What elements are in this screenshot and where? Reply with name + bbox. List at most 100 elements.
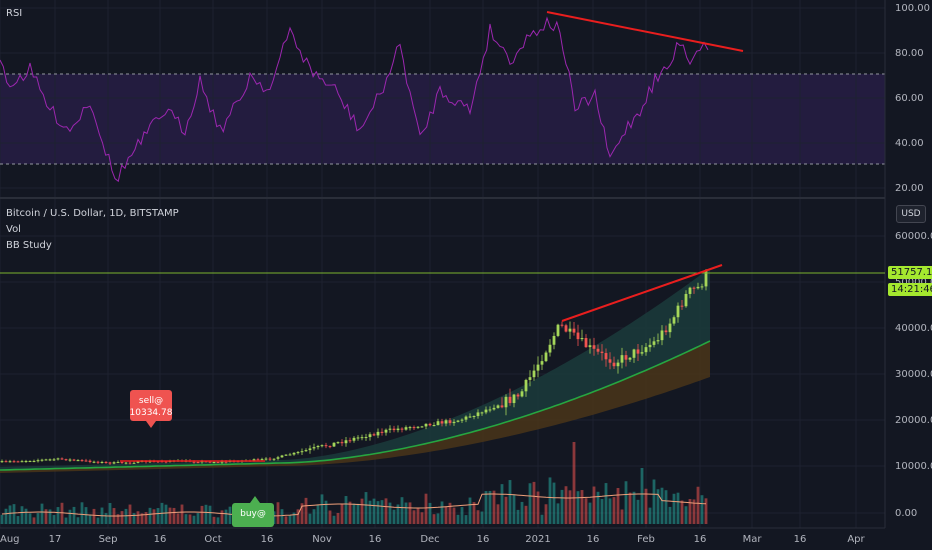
time-tick-label: 16	[154, 534, 167, 545]
indicator-vol-label[interactable]: Vol	[6, 224, 21, 235]
volume-bar	[44, 509, 48, 524]
volume-bar	[704, 498, 708, 524]
candle	[88, 459, 92, 464]
volume-bar	[660, 487, 664, 524]
volume-bar	[612, 497, 616, 524]
candle	[688, 286, 692, 299]
candle	[456, 419, 460, 423]
volume-bar	[108, 502, 112, 524]
candle	[476, 409, 480, 419]
volume-bar	[484, 491, 488, 524]
candle	[576, 324, 580, 346]
candle	[488, 406, 492, 413]
volume-bar	[644, 488, 648, 524]
candle	[92, 460, 96, 464]
volume-bar	[684, 506, 688, 524]
volume-bar	[424, 493, 428, 524]
volume-bar	[360, 498, 364, 524]
buy-signal-marker[interactable]: buy@	[232, 496, 274, 527]
candle	[428, 422, 432, 427]
bar-countdown-badge: 14:21:46	[888, 283, 932, 296]
candle	[552, 332, 556, 350]
candle	[596, 344, 600, 355]
candle	[48, 458, 52, 462]
volume-bar	[524, 505, 528, 524]
rsi-divergence-trendline[interactable]	[546, 11, 744, 52]
time-tick-label: 16	[694, 534, 707, 545]
volume-bar	[408, 502, 412, 524]
volume-bar	[228, 506, 232, 524]
candle	[512, 393, 516, 408]
volume-bar	[24, 508, 28, 524]
volume-bar	[88, 514, 92, 524]
price-axis: 60000.00 50000.00 40000.00 30000.00 20000.00…	[895, 231, 932, 519]
volume-bar	[356, 503, 360, 524]
volume-bar	[392, 509, 396, 524]
candle	[336, 441, 340, 445]
candle	[396, 425, 400, 433]
symbol-title[interactable]: Bitcoin / U.S. Dollar, 1D, BITSTAMP	[6, 208, 179, 219]
indicator-bb-label[interactable]: BB Study	[6, 240, 52, 251]
volume-bar	[208, 505, 212, 524]
candle	[384, 428, 388, 436]
volume-bar	[84, 507, 88, 524]
candle	[80, 458, 84, 462]
candle	[32, 459, 36, 463]
candle	[24, 459, 28, 463]
volume-bar	[664, 490, 668, 524]
volume-bar	[28, 513, 32, 524]
candle	[600, 344, 604, 361]
volume-bar	[388, 502, 392, 524]
volume-bar	[384, 498, 388, 524]
candle	[268, 457, 272, 461]
volume-bar	[400, 497, 404, 524]
candle	[0, 459, 4, 463]
price-divergence-trendline[interactable]	[561, 264, 723, 322]
volume-bar	[76, 517, 80, 524]
candle	[388, 425, 392, 433]
volume-bar	[600, 499, 604, 524]
volume-bar	[412, 510, 416, 524]
volume-bar	[572, 442, 576, 524]
price-tick-label: 0.00	[895, 508, 917, 519]
time-tick-label: Nov	[312, 534, 332, 545]
time-tick-label: 16	[369, 534, 382, 545]
candle	[640, 345, 644, 356]
currency-button[interactable]: USD	[896, 205, 926, 223]
candle	[504, 394, 508, 416]
candle	[420, 425, 424, 428]
volume-bar	[628, 492, 632, 524]
candle	[44, 458, 48, 461]
volume-ma-line	[1, 493, 707, 517]
volume-bar	[172, 507, 176, 524]
candle	[52, 458, 56, 461]
volume-bar	[492, 490, 496, 524]
candle	[564, 323, 568, 333]
volume-bar	[92, 508, 96, 524]
candle	[460, 418, 464, 423]
candle	[536, 356, 540, 378]
time-tick-label: 16	[587, 534, 600, 545]
candle	[288, 452, 292, 456]
volume-bar	[116, 514, 120, 524]
time-axis: Aug 17 Sep 16 Oct 16 Nov 16 Dec 16 2021 16 Feb 16 Mar 1…	[0, 534, 866, 545]
time-tick-label: Sep	[99, 534, 118, 545]
sell-signal-marker[interactable]: sell@ 10334.78	[130, 390, 173, 428]
candle	[360, 434, 364, 441]
candle	[484, 406, 488, 415]
candle	[436, 418, 440, 426]
candle	[84, 458, 88, 462]
sell-signal-price: 10334.78	[130, 408, 173, 418]
volume-bar	[620, 509, 624, 524]
volume-bar	[464, 515, 468, 524]
volume-bar	[588, 502, 592, 524]
volume-bar	[676, 492, 680, 524]
volume-bar	[292, 512, 296, 524]
candle	[648, 338, 652, 352]
volume-bar	[324, 500, 328, 524]
volume-bar	[184, 514, 188, 524]
candle	[108, 461, 112, 466]
candle	[96, 460, 100, 465]
volume-bars	[0, 442, 708, 524]
